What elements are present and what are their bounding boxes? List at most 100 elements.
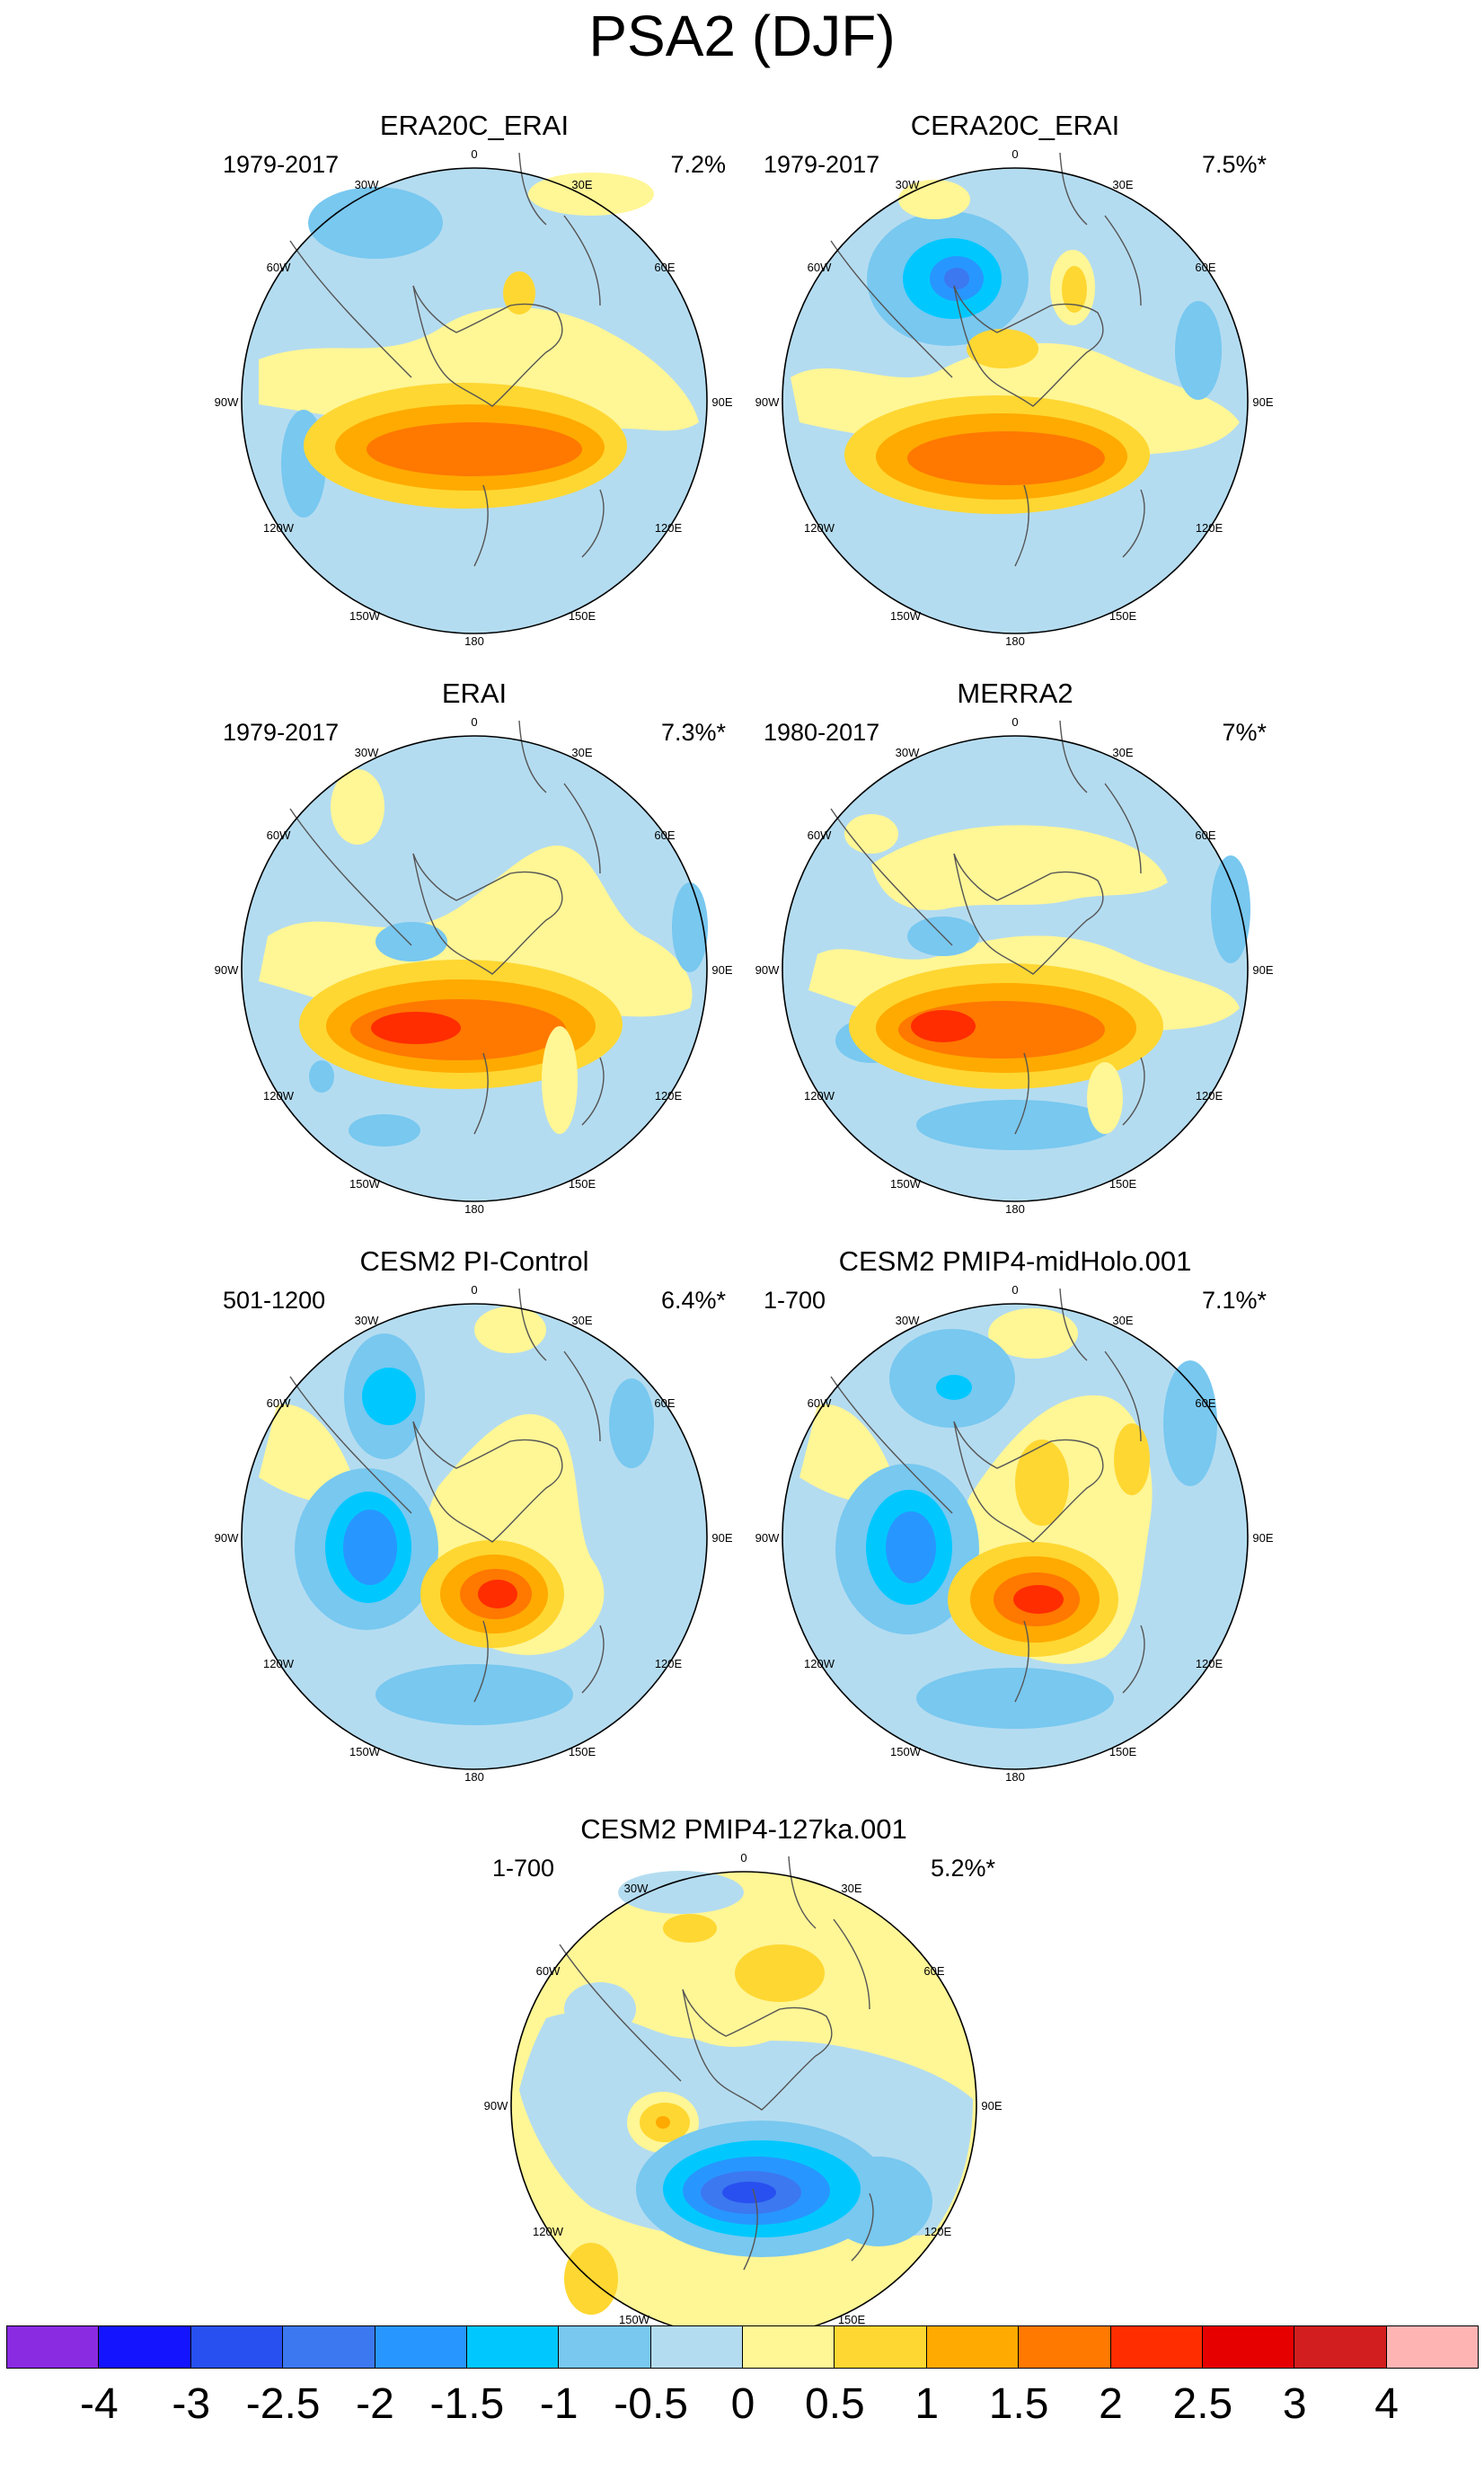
svg-text:150W: 150W xyxy=(349,609,381,623)
polar-map: 0 30E 60E 90E 120E 150E 180 150W 120W 90… xyxy=(484,1851,1003,2352)
panel-period: 1979-2017 xyxy=(223,719,340,746)
colorbar-tick-label: 3 xyxy=(1282,2380,1307,2428)
polar-map: 0 30E 60E 90E 120E 150E 180 150W 120W 90… xyxy=(755,715,1274,1216)
map-panel-era20c-erai: ERA20C_ERAI 1979-2017 7.2% 0 30E 60E 90E… xyxy=(215,108,733,648)
colorbar-swatch xyxy=(1201,2325,1295,2369)
svg-text:90W: 90W xyxy=(215,963,239,977)
map-panel-merra2: MERRA2 1980-2017 7%* 0 30E 60E 90E xyxy=(755,676,1274,1216)
svg-text:60E: 60E xyxy=(1195,828,1215,842)
map-panel-cesm2-midholo: CESM2 PMIP4-midHolo.001 1-700 7.1%* xyxy=(755,1244,1274,1784)
colorbar-tick-label: -0.5 xyxy=(614,2380,688,2428)
coastlines xyxy=(830,1288,1145,1703)
coastlines xyxy=(559,1856,874,2271)
panel-variance: 5.2%* xyxy=(930,1855,995,1882)
polar-map: 0 30E 60E 90E 120E 150E 180 150W 120W 90… xyxy=(215,147,733,648)
svg-text:60W: 60W xyxy=(808,261,832,274)
panel-variance: 7.3%* xyxy=(660,719,726,746)
svg-text:0: 0 xyxy=(1011,147,1018,161)
svg-text:120E: 120E xyxy=(1196,1657,1223,1670)
panel-period: 1980-2017 xyxy=(764,719,880,746)
svg-text:90W: 90W xyxy=(215,395,239,409)
svg-text:90W: 90W xyxy=(215,1531,239,1545)
svg-text:120E: 120E xyxy=(1196,1089,1223,1103)
panel-period: 501-1200 xyxy=(223,1287,326,1314)
colorbar-tick-label: 4 xyxy=(1374,2380,1399,2428)
svg-text:60E: 60E xyxy=(923,1964,944,1978)
colorbar-tick-label: 2.5 xyxy=(1172,2380,1233,2428)
colorbar-tick-label: -4 xyxy=(80,2380,119,2428)
svg-text:90W: 90W xyxy=(755,395,780,409)
svg-text:90E: 90E xyxy=(981,2099,1002,2113)
svg-text:120E: 120E xyxy=(924,2225,952,2238)
svg-text:150E: 150E xyxy=(569,609,596,623)
polar-map: 0 30E 60E 90E 120E 150E 180 150W 120W 90… xyxy=(215,715,733,1216)
polar-map: 0 30E 60E 90E 120E 150E 180 150W 120W 90… xyxy=(755,1283,1274,1784)
colorbar-tick-label: 1.5 xyxy=(988,2380,1049,2428)
svg-text:150E: 150E xyxy=(1109,1177,1137,1191)
contour-field xyxy=(242,1304,707,1769)
colorbar-tick-label: -1 xyxy=(539,2380,579,2428)
contour-field xyxy=(511,1871,976,2337)
colorbar: -4 -3 -2.5 -2 -1.5 -1 -0.5 0 0.5 1 1.5 2 2.5 3 4 xyxy=(6,2325,1479,2475)
svg-text:30E: 30E xyxy=(1112,178,1133,191)
colorbar-swatch xyxy=(925,2325,1020,2369)
svg-text:30W: 30W xyxy=(896,178,920,191)
svg-text:0: 0 xyxy=(471,715,477,729)
map-panel-cesm2-pi-control: CESM2 PI-Control 501-1200 6.4%* 0 xyxy=(215,1244,733,1784)
svg-text:120W: 120W xyxy=(263,1657,295,1670)
svg-text:0: 0 xyxy=(1011,715,1018,729)
coastlines xyxy=(830,152,1145,567)
svg-text:120W: 120W xyxy=(804,1089,835,1103)
colorbar-swatch xyxy=(1109,2325,1203,2369)
coastlines xyxy=(289,152,605,567)
coastlines xyxy=(289,1288,605,1703)
colorbar-swatch xyxy=(98,2325,191,2369)
panel-variance: 7.2% xyxy=(670,151,726,178)
svg-text:30E: 30E xyxy=(571,178,592,191)
svg-text:120W: 120W xyxy=(804,521,835,535)
svg-text:60W: 60W xyxy=(808,1396,832,1410)
map-panel-erai: ERAI 1979-2017 7.3%* 0 30E 60E 90E xyxy=(215,676,733,1216)
svg-text:120E: 120E xyxy=(655,521,683,535)
svg-text:60E: 60E xyxy=(654,261,675,274)
svg-text:150W: 150W xyxy=(619,2313,650,2326)
svg-text:90E: 90E xyxy=(711,395,732,409)
svg-text:120E: 120E xyxy=(655,1657,683,1670)
coastlines xyxy=(289,720,605,1135)
longitude-labels: 0 30E 60E 90E 120E 150E 180 150W 120W 90… xyxy=(755,147,1274,648)
colorbar-tick-label: -1.5 xyxy=(429,2380,505,2428)
svg-text:120W: 120W xyxy=(263,1089,295,1103)
panel-period: 1979-2017 xyxy=(764,151,880,178)
contour-field xyxy=(782,736,1250,1201)
colorbar-labels: -4 -3 -2.5 -2 -1.5 -1 -0.5 0 0.5 1 1.5 2 2.5 3 4 xyxy=(7,2378,1479,2431)
svg-text:150W: 150W xyxy=(890,1177,922,1191)
svg-text:150W: 150W xyxy=(890,1745,922,1758)
svg-text:90E: 90E xyxy=(1252,395,1273,409)
colorbar-swatches xyxy=(6,2325,1479,2369)
longitude-labels: 0 30E 60E 90E 120E 150E 180 150W 120W 90… xyxy=(215,715,733,1216)
svg-text:60W: 60W xyxy=(267,261,291,274)
colorbar-swatch xyxy=(834,2325,927,2369)
colorbar-swatch xyxy=(374,2325,467,2369)
svg-text:120W: 120W xyxy=(263,521,295,535)
svg-text:90W: 90W xyxy=(755,963,780,977)
colorbar-tick-label: 0 xyxy=(730,2380,755,2428)
colorbar-swatch xyxy=(190,2325,284,2369)
coastlines xyxy=(830,720,1145,1135)
colorbar-swatch xyxy=(6,2325,100,2369)
colorbar-tick-label: -2 xyxy=(356,2380,394,2428)
svg-text:150E: 150E xyxy=(1109,1745,1137,1758)
svg-text:150W: 150W xyxy=(349,1177,381,1191)
panel-variance: 7.1%* xyxy=(1201,1287,1267,1314)
colorbar-swatch xyxy=(649,2325,743,2369)
panel-title: MERRA2 xyxy=(957,678,1073,709)
svg-text:60E: 60E xyxy=(1195,1396,1215,1410)
svg-text:90E: 90E xyxy=(711,1531,732,1545)
svg-text:180: 180 xyxy=(464,634,484,648)
svg-text:90W: 90W xyxy=(755,1531,780,1545)
svg-text:150W: 150W xyxy=(890,609,922,623)
colorbar-tick-label: 1 xyxy=(914,2380,940,2428)
svg-text:180: 180 xyxy=(1005,634,1025,648)
svg-text:30E: 30E xyxy=(571,746,592,759)
svg-text:60W: 60W xyxy=(808,828,832,842)
